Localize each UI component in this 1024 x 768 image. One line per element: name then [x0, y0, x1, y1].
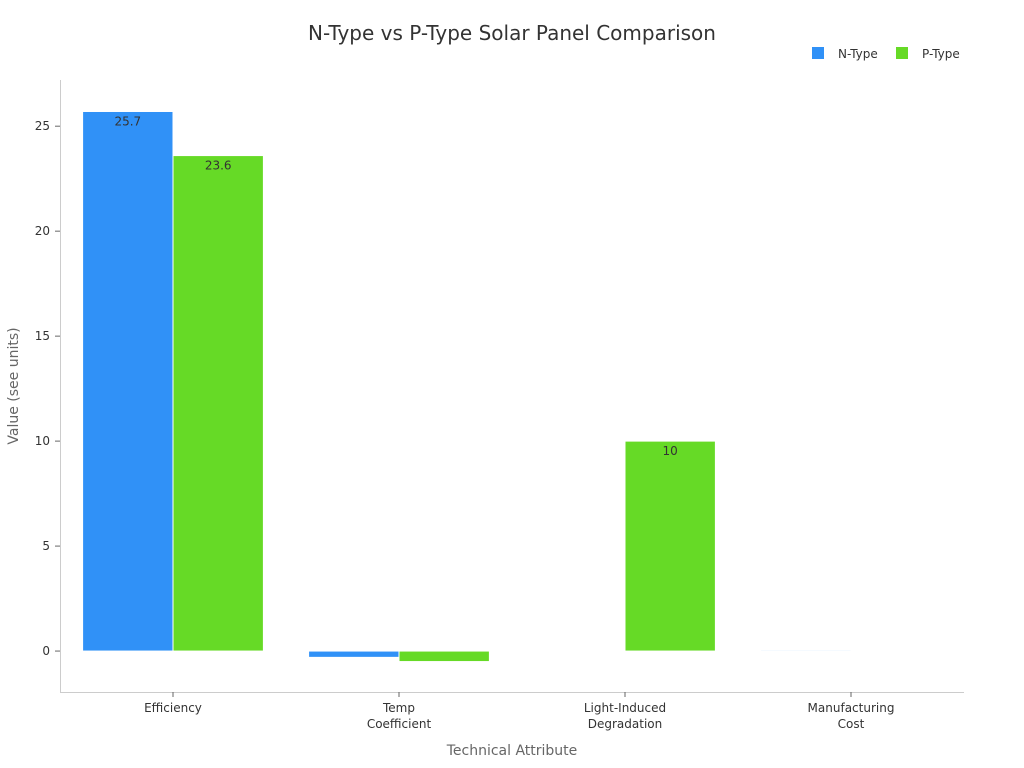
x-tick-label-line: Degradation — [588, 717, 662, 731]
bars — [82, 110, 942, 663]
legend: N-Type P-Type — [812, 47, 960, 61]
y-tick-label: 25 — [35, 119, 50, 133]
x-axis-ticks: Efficiency Temp Coefficient Light-Induced De… — [144, 692, 894, 731]
bar-p-type — [624, 440, 716, 652]
legend-swatch — [812, 47, 824, 59]
bar-p-type — [850, 649, 942, 652]
bar-value-label: 25.7 — [114, 114, 141, 128]
y-tick-label: 5 — [42, 539, 50, 553]
bar-value-label: 10 — [663, 444, 678, 458]
x-tick-label: Temp Coefficient — [367, 701, 432, 731]
bar-n-type — [760, 649, 852, 652]
bar-data-labels: 25.7 23.6 10 — [114, 114, 677, 458]
y-tick-label: 10 — [35, 434, 50, 448]
x-tick-label-line: Light-Induced — [584, 701, 666, 715]
legend-label: N-Type — [838, 47, 878, 61]
chart-title: N-Type vs P-Type Solar Panel Comparison — [308, 21, 716, 45]
x-tick-label: Light-Induced Degradation — [584, 701, 666, 731]
bar-n-type — [82, 110, 174, 652]
x-tick-label: Manufacturing Cost — [808, 701, 895, 731]
legend-label: P-Type — [922, 47, 960, 61]
x-tick-label-line: Efficiency — [144, 701, 202, 715]
y-tick-label: 0 — [42, 644, 50, 658]
x-tick-label-line: Temp — [382, 701, 415, 715]
y-axis-ticks: 0 5 10 15 20 25 — [35, 119, 60, 658]
bar-p-type — [398, 650, 490, 663]
x-axis-title: Technical Attribute — [446, 743, 578, 759]
bar-n-type — [308, 650, 400, 658]
y-tick-label: 15 — [35, 329, 50, 343]
x-tick-label-line: Cost — [838, 717, 865, 731]
y-axis-title: Value (see units) — [6, 327, 22, 444]
bar-value-label: 23.6 — [205, 159, 232, 173]
x-tick-label-line: Coefficient — [367, 717, 432, 731]
y-tick-label: 20 — [35, 224, 50, 238]
legend-swatch — [896, 47, 908, 59]
x-tick-label-line: Manufacturing — [808, 701, 895, 715]
bar-p-type — [172, 155, 264, 652]
x-tick-label: Efficiency — [144, 701, 202, 715]
